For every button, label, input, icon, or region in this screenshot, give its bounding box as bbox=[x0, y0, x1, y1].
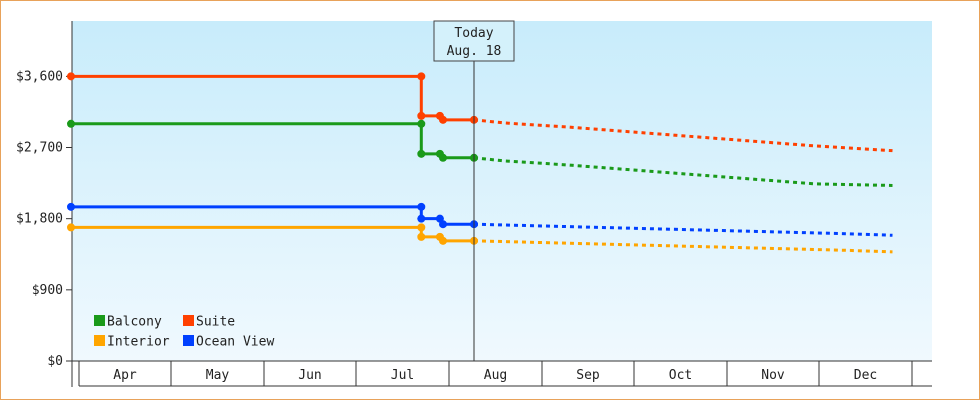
plot-area bbox=[72, 21, 932, 361]
y-tick-label: $1,800 bbox=[16, 212, 63, 227]
x-month-label: Apr bbox=[113, 368, 137, 383]
series-point-suite bbox=[417, 72, 426, 81]
series-point-interior bbox=[67, 223, 75, 232]
legend-label-ocean-view: Ocean View bbox=[196, 335, 274, 350]
series-point-suite bbox=[417, 111, 426, 120]
today-label: Today bbox=[454, 26, 493, 41]
y-tick-label: $2,700 bbox=[16, 141, 63, 156]
legend-label-interior: Interior bbox=[107, 335, 170, 350]
series-point-interior bbox=[439, 236, 447, 245]
x-month-label: Dec bbox=[854, 368, 877, 383]
series-point-ocean-view bbox=[439, 220, 447, 229]
series-point-ocean-view bbox=[417, 214, 426, 223]
series-point-balcony bbox=[67, 119, 75, 128]
y-tick-label: $0 bbox=[47, 354, 63, 369]
series-line-interior bbox=[71, 225, 474, 243]
today-box bbox=[433, 20, 515, 62]
series-line-balcony bbox=[71, 122, 474, 160]
series-point-ocean-view bbox=[417, 202, 426, 211]
series-forecast-interior bbox=[473, 239, 893, 254]
series-point-suite bbox=[67, 72, 75, 81]
x-month-label: Oct bbox=[669, 368, 692, 383]
x-month-label: Jul bbox=[391, 368, 414, 383]
y-tick-label: $900 bbox=[32, 283, 63, 298]
series-line-suite bbox=[71, 74, 474, 122]
legend-swatch-balcony bbox=[94, 315, 105, 326]
series-forecast-ocean-view bbox=[473, 222, 893, 237]
series-line-ocean-view bbox=[71, 205, 474, 226]
today-date: Aug. 18 bbox=[447, 44, 502, 59]
series-point-suite bbox=[439, 115, 447, 124]
series-point-balcony bbox=[439, 153, 447, 162]
series-point-ocean-view bbox=[67, 202, 75, 211]
series-point-balcony bbox=[417, 119, 426, 128]
x-month-label: Aug bbox=[484, 368, 507, 383]
series-point-interior bbox=[417, 232, 426, 241]
x-month-label: May bbox=[206, 368, 230, 383]
series-forecast-balcony bbox=[473, 156, 893, 187]
series-point-interior bbox=[417, 223, 426, 232]
x-month-label: Sep bbox=[576, 368, 600, 383]
legend-label-suite: Suite bbox=[196, 315, 235, 330]
x-month-label: Nov bbox=[761, 368, 785, 383]
series-point-balcony bbox=[417, 149, 426, 158]
legend-label-balcony: Balcony bbox=[107, 315, 162, 330]
legend-swatch-interior bbox=[94, 335, 105, 346]
series-forecast-suite bbox=[473, 118, 893, 153]
y-tick-label: $3,600 bbox=[16, 69, 63, 84]
x-month-label: Jun bbox=[298, 368, 321, 383]
legend-swatch-ocean-view bbox=[183, 335, 194, 346]
legend-swatch-suite bbox=[183, 315, 194, 326]
